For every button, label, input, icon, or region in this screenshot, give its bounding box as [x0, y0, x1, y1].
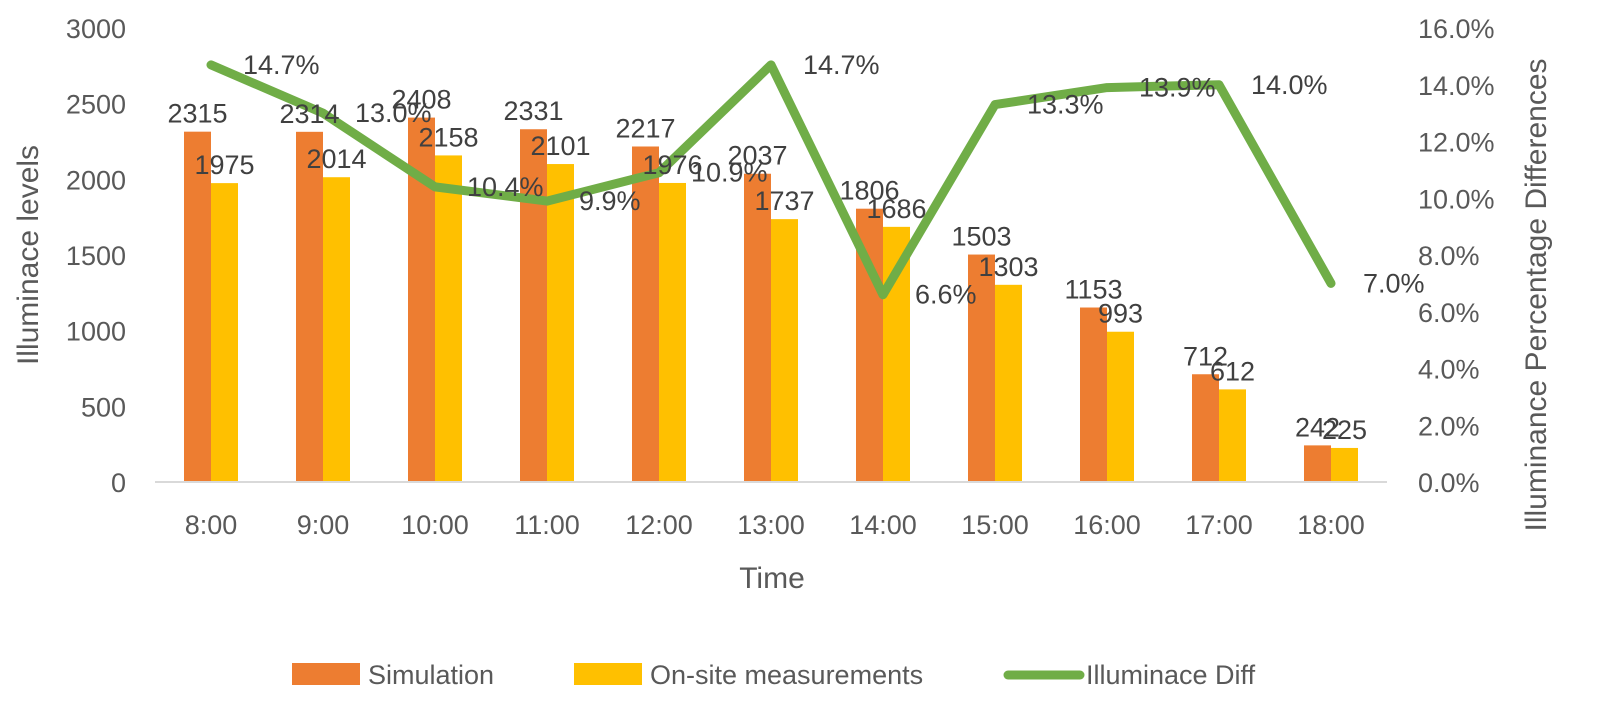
bar-series-group [184, 117, 1358, 483]
data-label-illuminace-diff: 7.0% [1363, 268, 1425, 298]
data-label-simulation: 1806 [839, 176, 899, 206]
y2-tick-label: 12.0% [1418, 128, 1495, 158]
data-label-illuminace-diff: 13.0% [355, 98, 432, 128]
x-tick-label: 13:00 [737, 510, 805, 540]
y2-tick-label: 2.0% [1418, 411, 1480, 441]
x-tick-label: 8:00 [185, 510, 238, 540]
bar-on-site-measurements [1331, 447, 1358, 482]
y2-tick-label: 14.0% [1418, 71, 1495, 101]
bar-on-site-measurements [435, 155, 462, 482]
data-label-on-site-measurements: 2158 [418, 122, 478, 152]
data-label-simulation: 242 [1295, 412, 1340, 442]
bar-on-site-measurements [547, 164, 574, 483]
x-tick-label: 17:00 [1185, 510, 1253, 540]
data-label-illuminace-diff: 10.4% [467, 172, 544, 202]
legend: Simulation On-site measurements Illumina… [292, 660, 1256, 690]
legend-swatch-simulation [292, 663, 360, 685]
bar-simulation [184, 131, 211, 482]
x-tick-label: 15:00 [961, 510, 1029, 540]
y-tick-label: 2500 [66, 90, 126, 120]
y-tick-label: 0 [111, 468, 126, 498]
y-tick-label: 3000 [66, 14, 126, 44]
legend-label-on-site-measurements: On-site measurements [650, 660, 923, 690]
bar-simulation [1080, 307, 1107, 482]
bar-on-site-measurements [771, 219, 798, 482]
y-tick-label: 2000 [66, 165, 126, 195]
legend-label-simulation: Simulation [368, 660, 494, 690]
bar-simulation [520, 129, 547, 482]
data-label-on-site-measurements: 612 [1210, 356, 1255, 386]
y-axis-title: Illuminace levels [12, 145, 45, 365]
data-label-illuminace-diff: 14.7% [803, 50, 880, 80]
data-label-illuminace-diff: 13.9% [1139, 73, 1216, 103]
bar-on-site-measurements [323, 177, 350, 482]
data-label-simulation: 2315 [167, 99, 227, 129]
bar-on-site-measurements [1219, 389, 1246, 482]
line-illuminace-diff [206, 60, 1336, 300]
x-tick-label: 12:00 [625, 510, 693, 540]
x-tick-label: 11:00 [514, 510, 580, 540]
data-label-simulation: 1503 [951, 222, 1011, 252]
data-label-simulation: 2408 [391, 85, 451, 115]
bar-simulation [296, 131, 323, 482]
y-axis-ticks: 0 500 1000 1500 2000 2500 3000 [66, 14, 126, 498]
data-label-simulation: 2037 [727, 141, 787, 171]
data-label-on-site-measurements: 2014 [306, 144, 366, 174]
line-series-group [206, 60, 1336, 300]
data-label-on-site-measurements: 1737 [754, 186, 814, 216]
bar-on-site-measurements [659, 182, 686, 482]
data-label-illuminace-diff: 10.9% [691, 158, 768, 188]
data-label-on-site-measurements: 225 [1322, 415, 1367, 445]
y2-tick-label: 16.0% [1418, 14, 1495, 44]
y2-tick-label: 6.0% [1418, 298, 1480, 328]
data-label-simulation: 712 [1183, 341, 1228, 371]
x-axis-ticks: 8:00 9:00 10:00 11:00 12:00 13:00 14:00 15:00 16… [185, 510, 1365, 540]
x-tick-label: 14:00 [849, 510, 917, 540]
bar-simulation [1192, 374, 1219, 482]
y-tick-label: 500 [81, 392, 126, 422]
data-label-on-site-measurements: 993 [1098, 299, 1143, 329]
data-label-simulation: 2217 [615, 113, 675, 143]
legend-swatch-on-site-measurements [574, 663, 642, 685]
bar-on-site-measurements [995, 284, 1022, 482]
x-tick-label: 10:00 [401, 510, 469, 540]
data-label-on-site-measurements: 1303 [978, 252, 1038, 282]
x-tick-label: 9:00 [297, 510, 350, 540]
x-tick-label: 16:00 [1073, 510, 1141, 540]
data-label-illuminace-diff: 9.9% [579, 186, 641, 216]
data-label-illuminace-diff: 14.7% [243, 50, 320, 80]
data-label-on-site-measurements: 1975 [194, 150, 254, 180]
bar-simulation [744, 173, 771, 482]
y2-axis-ticks: 0.0% 2.0% 4.0% 6.0% 8.0% 10.0% 12.0% 14.0% 16.0% [1418, 14, 1495, 498]
bar-simulation [1304, 445, 1331, 482]
data-label-on-site-measurements: 2101 [530, 131, 590, 161]
legend-label-illuminace-diff: Illuminace Diff [1086, 660, 1256, 690]
bar-on-site-measurements [1107, 331, 1134, 482]
y-tick-label: 1500 [66, 241, 126, 271]
bar-on-site-measurements [211, 183, 238, 482]
y2-axis-title: Illuminance Percentage Differences [1520, 58, 1553, 531]
data-labels-group: 2315 1975 2314 2014 2408 2158 2331 2101 2217 1976… [167, 50, 1424, 445]
y2-tick-label: 10.0% [1418, 184, 1495, 214]
y2-tick-label: 4.0% [1418, 355, 1480, 385]
data-label-illuminace-diff: 14.0% [1251, 70, 1328, 100]
data-label-on-site-measurements: 1686 [866, 194, 926, 224]
y2-tick-label: 0.0% [1418, 468, 1480, 498]
data-label-simulation: 2314 [279, 99, 339, 129]
data-label-simulation: 1153 [1064, 275, 1122, 305]
bar-simulation [968, 254, 995, 482]
data-label-simulation: 2331 [503, 96, 563, 126]
data-label-on-site-measurements: 1976 [642, 150, 702, 180]
bar-simulation [632, 146, 659, 482]
x-axis-title: Time [739, 562, 805, 595]
data-label-illuminace-diff: 6.6% [915, 280, 977, 310]
data-label-illuminace-diff: 13.3% [1027, 90, 1104, 120]
x-tick-label: 18:00 [1297, 510, 1365, 540]
y-tick-label: 1000 [66, 317, 126, 347]
y2-tick-label: 8.0% [1418, 241, 1480, 271]
